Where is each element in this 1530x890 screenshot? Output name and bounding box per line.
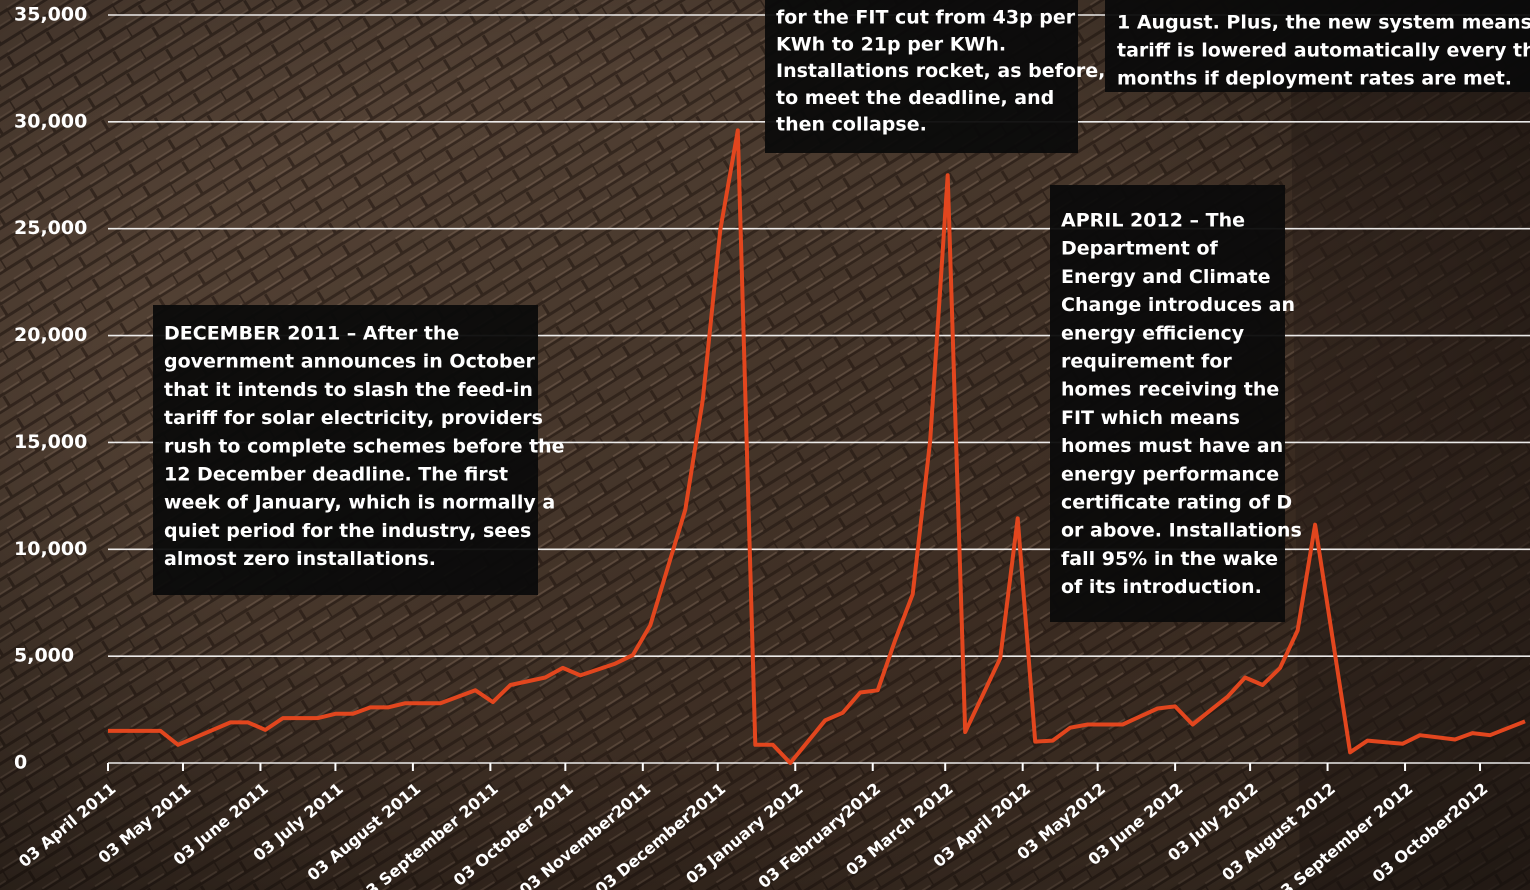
annotation-line: or above. Installations: [1061, 520, 1302, 542]
annotation-line: government announces in October: [164, 351, 535, 373]
annotation-line: homes must have an: [1061, 435, 1283, 457]
annotation-line: fall 95% in the wake: [1061, 548, 1278, 570]
annotation-line: homes receiving the: [1061, 379, 1279, 401]
y-tick-label: 0: [14, 752, 27, 774]
annotation-line: months if deployment rates are met.: [1117, 68, 1512, 90]
annotation-line: energy performance: [1061, 463, 1279, 485]
annotation-line: certificate rating of D: [1061, 492, 1292, 514]
y-tick-label: 30,000: [14, 110, 87, 132]
annotation-line: Installations rocket, as before,: [776, 60, 1105, 82]
annotation-line: for the FIT cut from 43p per: [776, 7, 1076, 29]
annotation-line: 1 August. Plus, the new system means the: [1117, 12, 1530, 34]
annotation-line: then collapse.: [776, 114, 927, 136]
annotation-line: DECEMBER 2011 – After the: [164, 323, 459, 345]
annotation-line: APRIL 2012 – The: [1061, 210, 1245, 232]
y-tick-label: 20,000: [14, 324, 87, 346]
annotation-line: quiet period for the industry, sees: [164, 520, 531, 542]
annotation-line: almost zero installations.: [164, 548, 436, 570]
annotation-line: tariff for solar electricity, providers: [164, 407, 543, 429]
annotation-line: FIT which means: [1061, 407, 1240, 429]
annotation-line: Department of: [1061, 238, 1218, 260]
annotation-line: that it intends to slash the feed-in: [164, 379, 533, 401]
annotation-line: Change introduces an: [1061, 294, 1295, 316]
annotation-line: to meet the deadline, and: [776, 87, 1054, 109]
chart: 0 5,000 10,000 15,000 20,000 25,000 30,000 35,0…: [0, 0, 1530, 890]
y-tick-label: 10,000: [14, 538, 87, 560]
annotation-line: rush to complete schemes before the: [164, 435, 565, 457]
y-tick-label: 15,000: [14, 431, 87, 453]
annotation-line: Energy and Climate: [1061, 266, 1270, 288]
annotation-line: energy efficiency: [1061, 322, 1245, 344]
annotation-line: tariff is lowered automatically every th…: [1117, 40, 1530, 62]
annotation-line: of its introduction.: [1061, 576, 1262, 598]
annotation-line: requirement for: [1061, 351, 1232, 373]
y-tick-label: 5,000: [14, 645, 74, 667]
annotation-line: KWh to 21p per KWh.: [776, 33, 1006, 55]
y-tick-label: 25,000: [14, 217, 87, 239]
annotation-line: week of January, which is normally a: [164, 492, 555, 514]
annotation-line: 12 December deadline. The first: [164, 464, 508, 486]
y-tick-label: 35,000: [14, 4, 87, 26]
